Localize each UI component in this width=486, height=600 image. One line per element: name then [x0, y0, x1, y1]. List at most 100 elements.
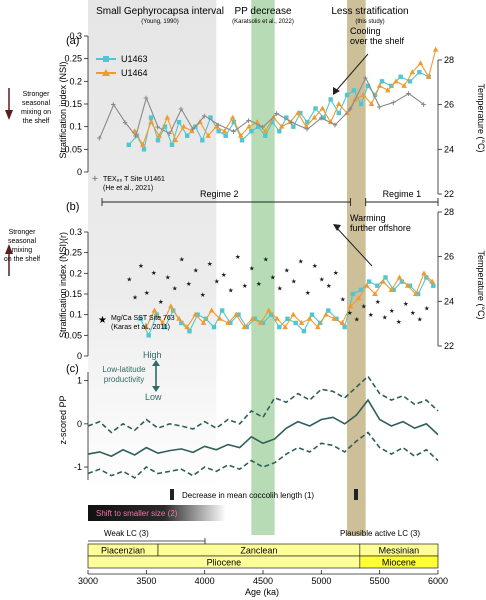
point-u1464	[311, 114, 318, 120]
stage-label: Zanclean	[240, 546, 277, 556]
point-mg-ca-sst-site-763: ★	[298, 258, 304, 266]
x-axis-label: Age (ka)	[245, 587, 279, 597]
point-mg-ca-sst-site-763: ★	[424, 305, 430, 313]
point-u1464	[360, 91, 367, 97]
point-mg-ca-sst-site-763: ★	[417, 316, 423, 324]
x-tick-label: 3500	[136, 576, 156, 586]
point-mg-ca-sst-site-763: ★	[138, 262, 144, 270]
point-u1464	[380, 278, 386, 284]
point-u1464	[151, 307, 158, 313]
header-small-gephyrocapsa: Small Gephyrocapsa interval	[96, 6, 224, 17]
point-mg-ca-sst-site-763: ★	[347, 309, 353, 317]
point-tex86-t-site-u1461: +	[348, 104, 353, 114]
point-u1463	[285, 316, 290, 321]
point-u1463	[309, 312, 315, 317]
point-u1464	[172, 137, 179, 143]
series-line-upper-bound	[87, 375, 439, 434]
point-tex86-t-site-u1461: +	[318, 113, 323, 123]
point-u1463	[249, 129, 254, 134]
point-u1463	[216, 129, 221, 134]
point-u1464	[315, 324, 321, 330]
point-u1464	[295, 110, 301, 116]
point-u1464	[246, 123, 252, 129]
point-u1464	[229, 114, 236, 120]
x-tick-label: 4000	[195, 576, 215, 586]
point-u1464	[336, 101, 342, 106]
point-u1463	[344, 92, 350, 98]
point-u1463	[260, 320, 266, 326]
y-tick-label-0: 0.2	[69, 76, 82, 86]
point-tex86-t-site-u1461: +	[289, 118, 294, 128]
point-u1463	[263, 133, 268, 138]
point-u1463	[146, 333, 151, 338]
point-u1463	[148, 115, 154, 120]
point-u1463	[162, 324, 168, 330]
point-tex86-t-site-u1461: +	[274, 109, 279, 119]
annotation-low-lat-prod: Low-latitude productivity	[102, 365, 146, 384]
point-mg-ca-sst-site-763: ★	[326, 282, 332, 290]
series-line-tex86-t-site-u1461	[99, 76, 425, 139]
point-u1464	[298, 319, 305, 325]
point-tex86-t-site-u1461: +	[178, 104, 183, 114]
point-u1463	[256, 124, 261, 129]
point-tex86-t-site-u1461: +	[133, 131, 138, 141]
x-tick-label: 5000	[311, 576, 331, 586]
point-u1464	[140, 141, 146, 147]
legend-u1464: U1464	[121, 68, 148, 78]
y-tick-label-0: 0.15	[64, 99, 82, 109]
point-mg-ca-sst-site-763: ★	[361, 302, 367, 310]
point-mg-ca-sst-site-763: ★	[312, 262, 318, 270]
point-mg-ca-sst-site-763: ★	[126, 276, 132, 284]
point-u1463	[195, 312, 200, 317]
point-u1464	[417, 60, 424, 66]
point-u1464	[404, 282, 411, 288]
point-u1463	[336, 110, 342, 116]
regime2-label: Regime 2	[200, 189, 239, 199]
annotation-cooling: Cooling over the shelf	[350, 26, 405, 46]
point-u1464	[347, 303, 354, 309]
point-tex86-t-site-u1461: +	[143, 93, 148, 103]
point-mg-ca-sst-site-763: ★	[389, 307, 395, 315]
point-u1464	[323, 311, 329, 317]
point-u1463	[431, 283, 436, 288]
point-mg-ca-sst-site-763: ★	[193, 267, 199, 275]
point-u1464	[372, 291, 378, 296]
panel-a-y2label: Temperature (°C)	[476, 83, 486, 152]
point-mg-ca-sst-site-763: ★	[284, 267, 290, 275]
point-tex86-t-site-u1461: +	[155, 122, 160, 132]
point-u1463	[415, 291, 421, 297]
point-tex86-t-site-u1461: +	[406, 89, 411, 99]
point-u1464	[425, 73, 432, 79]
annotation-weak-lc: Weak LC (3)	[104, 529, 149, 538]
panel-b-y2label: Temperature (°C)	[476, 250, 486, 319]
point-u1463	[141, 147, 147, 152]
annotation-low: Low	[145, 392, 162, 402]
point-u1464	[274, 315, 280, 321]
point-mg-ca-sst-site-763: ★	[207, 260, 213, 268]
point-u1464	[180, 123, 187, 129]
stratigraphy: Piacenzian Zanclean Messinian Pliocene Mioce…	[87, 543, 439, 569]
point-u1464	[331, 315, 337, 321]
point-u1463	[277, 324, 282, 330]
point-mg-ca-sst-site-763: ★	[158, 298, 164, 306]
point-u1463	[398, 74, 403, 79]
point-u1463	[391, 287, 396, 293]
point-u1464	[176, 315, 182, 321]
point-u1464	[303, 123, 309, 129]
legend-u1464-marker	[102, 69, 110, 76]
point-mg-ca-sst-site-763: ★	[277, 284, 283, 292]
point-u1463	[162, 124, 168, 129]
point-mg-ca-sst-site-763: ★	[305, 289, 311, 297]
y-tick-label-1: 0.05	[64, 330, 82, 340]
header-pp-decrease: PP decrease	[234, 6, 292, 17]
band-pp-decrease	[251, 0, 275, 535]
y-tick-label-2: -1	[74, 462, 82, 472]
point-u1464	[413, 291, 419, 296]
legend-mgca-marker: ★	[98, 315, 107, 326]
point-u1463	[169, 142, 175, 147]
point-u1463	[277, 129, 282, 134]
point-u1463	[231, 119, 237, 125]
epoch-box	[359, 555, 439, 569]
point-tex86-t-site-u1461: +	[377, 102, 382, 112]
point-u1463	[350, 291, 356, 297]
